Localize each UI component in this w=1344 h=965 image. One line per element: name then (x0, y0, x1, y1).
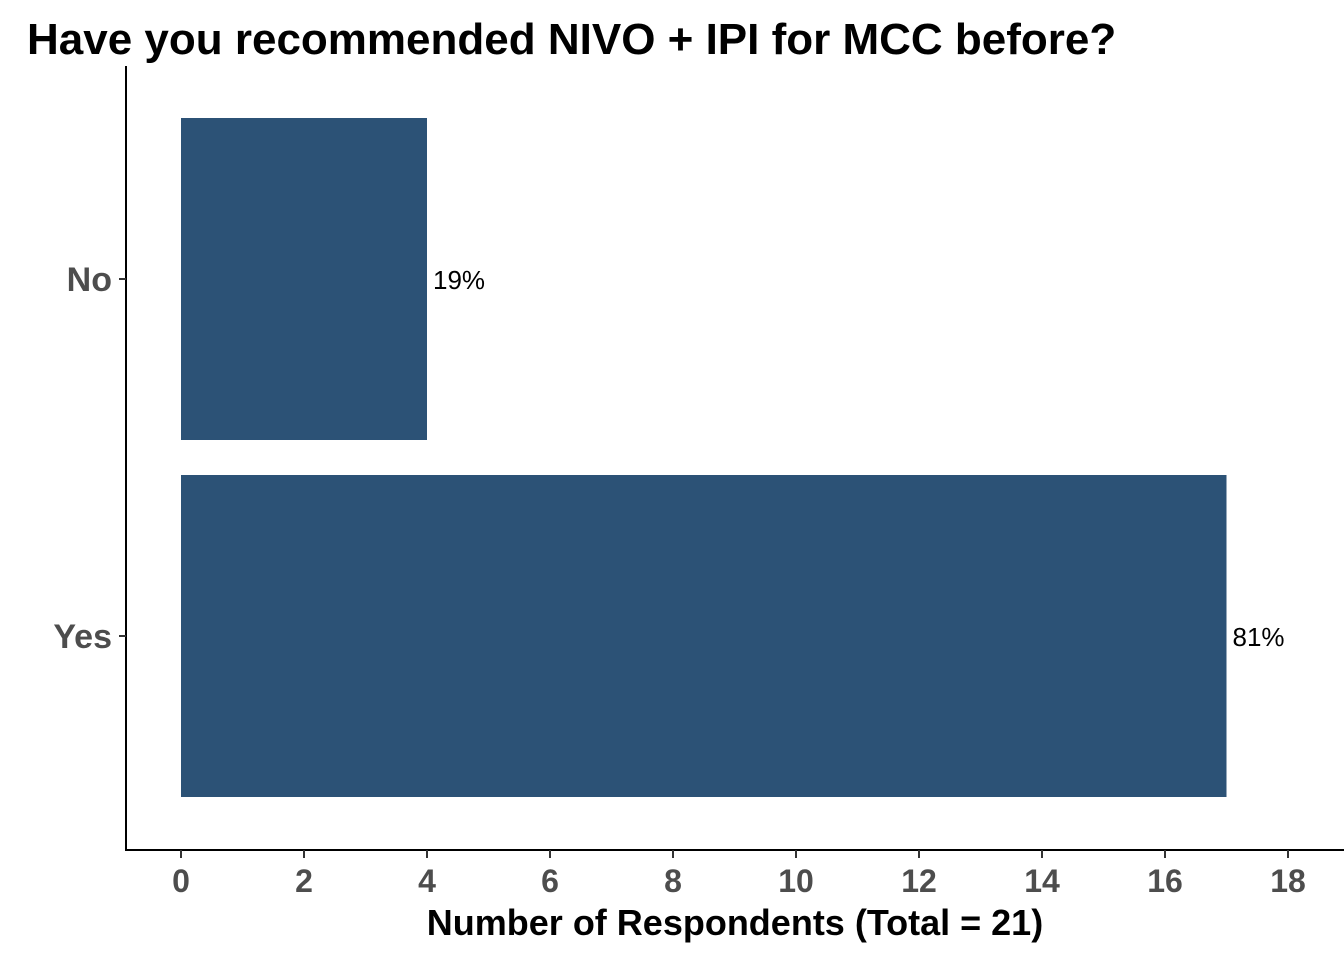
x-tick-label: 2 (295, 863, 313, 899)
data-label-no: 19% (433, 265, 485, 295)
x-tick-label: 6 (541, 863, 559, 899)
bar-yes (181, 475, 1227, 797)
x-tick-label: 12 (901, 863, 937, 899)
bar-no (181, 118, 427, 440)
y-tick-label: No (67, 261, 112, 299)
x-tick-label: 8 (664, 863, 682, 899)
x-tick-label: 4 (418, 863, 436, 899)
chart-title: Have you recommended NIVO + IPI for MCC … (27, 15, 1116, 64)
x-axis-label: Number of Respondents (Total = 21) (427, 902, 1043, 943)
x-tick-label: 0 (172, 863, 190, 899)
x-tick-label: 16 (1147, 863, 1183, 899)
x-tick-label: 10 (778, 863, 814, 899)
x-tick-label: 14 (1024, 863, 1060, 899)
y-tick-label: Yes (53, 618, 112, 656)
data-label-yes: 81% (1233, 622, 1285, 652)
x-tick-label: 18 (1270, 863, 1306, 899)
